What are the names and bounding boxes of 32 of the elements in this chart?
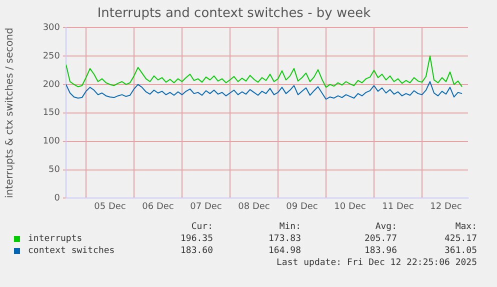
y-tick-label: 200 (42, 80, 60, 90)
x-tick-label: 12 Dec (430, 202, 462, 212)
legend-label: interrupts (27, 234, 82, 244)
y-tick-label: 250 (42, 51, 60, 62)
text: Min: (279, 222, 301, 232)
y-tick-label: 300 (42, 22, 60, 33)
text: 173.83 (268, 234, 301, 244)
x-tick-label: 09 Dec (286, 202, 318, 212)
text: 425.17 (444, 234, 477, 244)
chart-title: Interrupts and context switches - by week (97, 6, 372, 22)
text: Cur: (191, 222, 213, 232)
y-tick-label: 150 (42, 108, 60, 118)
legend-label: context switches (27, 246, 115, 256)
text: 196.35 (180, 234, 213, 244)
text: 183.60 (180, 246, 213, 256)
x-tick-label: 07 Dec (190, 202, 222, 212)
text: Max: (455, 222, 477, 232)
text: 183.96 (364, 246, 397, 256)
text: Last update: Fri Dec 12 22:25:06 2025 (276, 258, 477, 268)
x-tick-label: 08 Dec (238, 202, 270, 212)
x-tick-label: 05 Dec (94, 202, 126, 212)
y-tick-label: 0 (54, 194, 60, 204)
text: Avg: (375, 222, 397, 232)
text: 205.77 (364, 234, 397, 244)
x-tick-label: 10 Dec (334, 202, 366, 212)
x-tick-label: 06 Dec (142, 202, 174, 212)
x-tick-label: 11 Dec (382, 202, 414, 212)
text: 361.05 (444, 246, 477, 256)
text: 164.98 (268, 246, 301, 256)
y-tick-label: 50 (48, 165, 60, 176)
y-axis-title: interrupts & ctx switches / second (4, 28, 16, 198)
y-tick-label: 100 (42, 136, 60, 147)
